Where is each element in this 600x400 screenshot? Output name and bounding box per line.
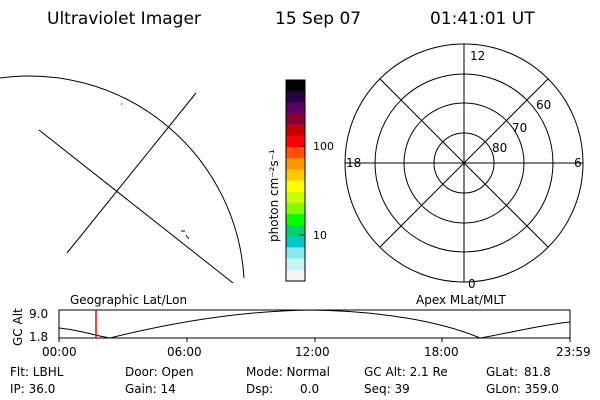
- x-tick-0000: 00:00: [42, 345, 77, 359]
- status-mode: Mode: Normal: [246, 365, 330, 379]
- status-glat-label: GLat:: [486, 365, 518, 379]
- timeline-y-axis-label: GC Alt: [11, 308, 25, 346]
- polar-diagonal-line: [379, 78, 549, 248]
- x-tick-0600: 06:00: [167, 345, 202, 359]
- mlt-label-18: 18: [346, 156, 361, 170]
- status-glat-value: 81.8: [524, 365, 551, 379]
- colorbar-swatches: [286, 80, 305, 282]
- colorbar-swatch: [286, 269, 305, 282]
- timeline-y-tick-9: 9.0: [29, 307, 48, 321]
- status-readout: Flt: LBHL Door: Open Mode: Normal GC Alt…: [10, 365, 559, 396]
- colorbar-swatch: [286, 247, 305, 260]
- lat-label-70: 70: [512, 121, 527, 135]
- colorbar-swatch: [286, 191, 305, 204]
- colorbar-swatch: [286, 124, 305, 137]
- colorbar-swatch: [286, 169, 305, 182]
- colorbar-swatch: [286, 214, 305, 226]
- lat-label-80: 80: [492, 141, 507, 155]
- status-door: Door: Open: [125, 365, 194, 379]
- colorbar-swatch: [286, 158, 305, 170]
- colorbar-tick-label-100: 100: [313, 140, 334, 153]
- altitude-curve: [58, 309, 571, 339]
- timeline: Geographic Lat/Lon Apex MLat/MLT GC Alt …: [11, 293, 591, 359]
- date-label: 15 Sep 07: [275, 9, 361, 29]
- timeline-y-tick-1-8: 1.8: [29, 330, 48, 344]
- colorbar-swatch: [286, 258, 305, 271]
- timeline-left-label: Geographic Lat/Lon: [70, 293, 187, 307]
- mlt-label-6: 6: [574, 156, 582, 170]
- colorbar-swatch: [286, 180, 305, 193]
- status-ip: IP: 36.0: [10, 382, 55, 396]
- time-label: 01:41:01 UT: [430, 9, 535, 29]
- geographic-image-panel: [0, 75, 245, 284]
- timeline-right-label: Apex MLat/MLT: [416, 293, 506, 307]
- colorbar-swatch: [286, 135, 305, 148]
- status-dsp-label: Dsp:: [246, 382, 273, 396]
- polar-labels: 80 70 60 12 18 6 0: [346, 49, 582, 291]
- timeline-x-ticks: [58, 338, 571, 342]
- colorbar-swatch: [286, 225, 305, 237]
- colorbar-swatch: [286, 236, 305, 249]
- polar-plot: [344, 43, 584, 283]
- status-glon: GLon: 359.0: [486, 382, 559, 396]
- colorbar-swatch: [286, 113, 305, 126]
- meridian-line: [66, 92, 197, 254]
- status-seq: Seq: 39: [364, 382, 410, 396]
- timeline-frame: [58, 309, 571, 339]
- colorbar-swatch: [286, 202, 305, 215]
- colorbar-swatch: [286, 80, 305, 92]
- status-gain: Gain: 14: [125, 382, 176, 396]
- status-gc-alt: GC Alt: 2.1 Re: [364, 365, 448, 379]
- colorbar-frame: [285, 79, 306, 282]
- status-dsp-value: 0.0: [300, 382, 319, 396]
- mlt-label-12: 12: [470, 49, 485, 63]
- colorbar-swatch: [286, 147, 305, 159]
- lat-label-60: 60: [536, 98, 551, 112]
- instrument-title: Ultraviolet Imager: [47, 9, 201, 29]
- parallel-line: [38, 129, 234, 284]
- colorbar-swatch: [286, 91, 305, 103]
- mlt-label-0: 0: [468, 277, 476, 291]
- colorbar-swatch: [286, 102, 305, 115]
- status-flt: Flt: LBHL: [10, 365, 64, 379]
- image-speck: [185, 234, 190, 240]
- colorbar: 100 10 photon cm⁻²s⁻¹: [267, 79, 334, 282]
- x-tick-2359: 23:59: [556, 345, 591, 359]
- colorbar-tick-label-10: 10: [313, 229, 327, 242]
- x-tick-1800: 18:00: [424, 345, 459, 359]
- earth-limb-arc: [0, 75, 245, 279]
- colorbar-unit-label: photon cm⁻²s⁻¹: [267, 149, 281, 242]
- x-tick-1200: 12:00: [295, 345, 330, 359]
